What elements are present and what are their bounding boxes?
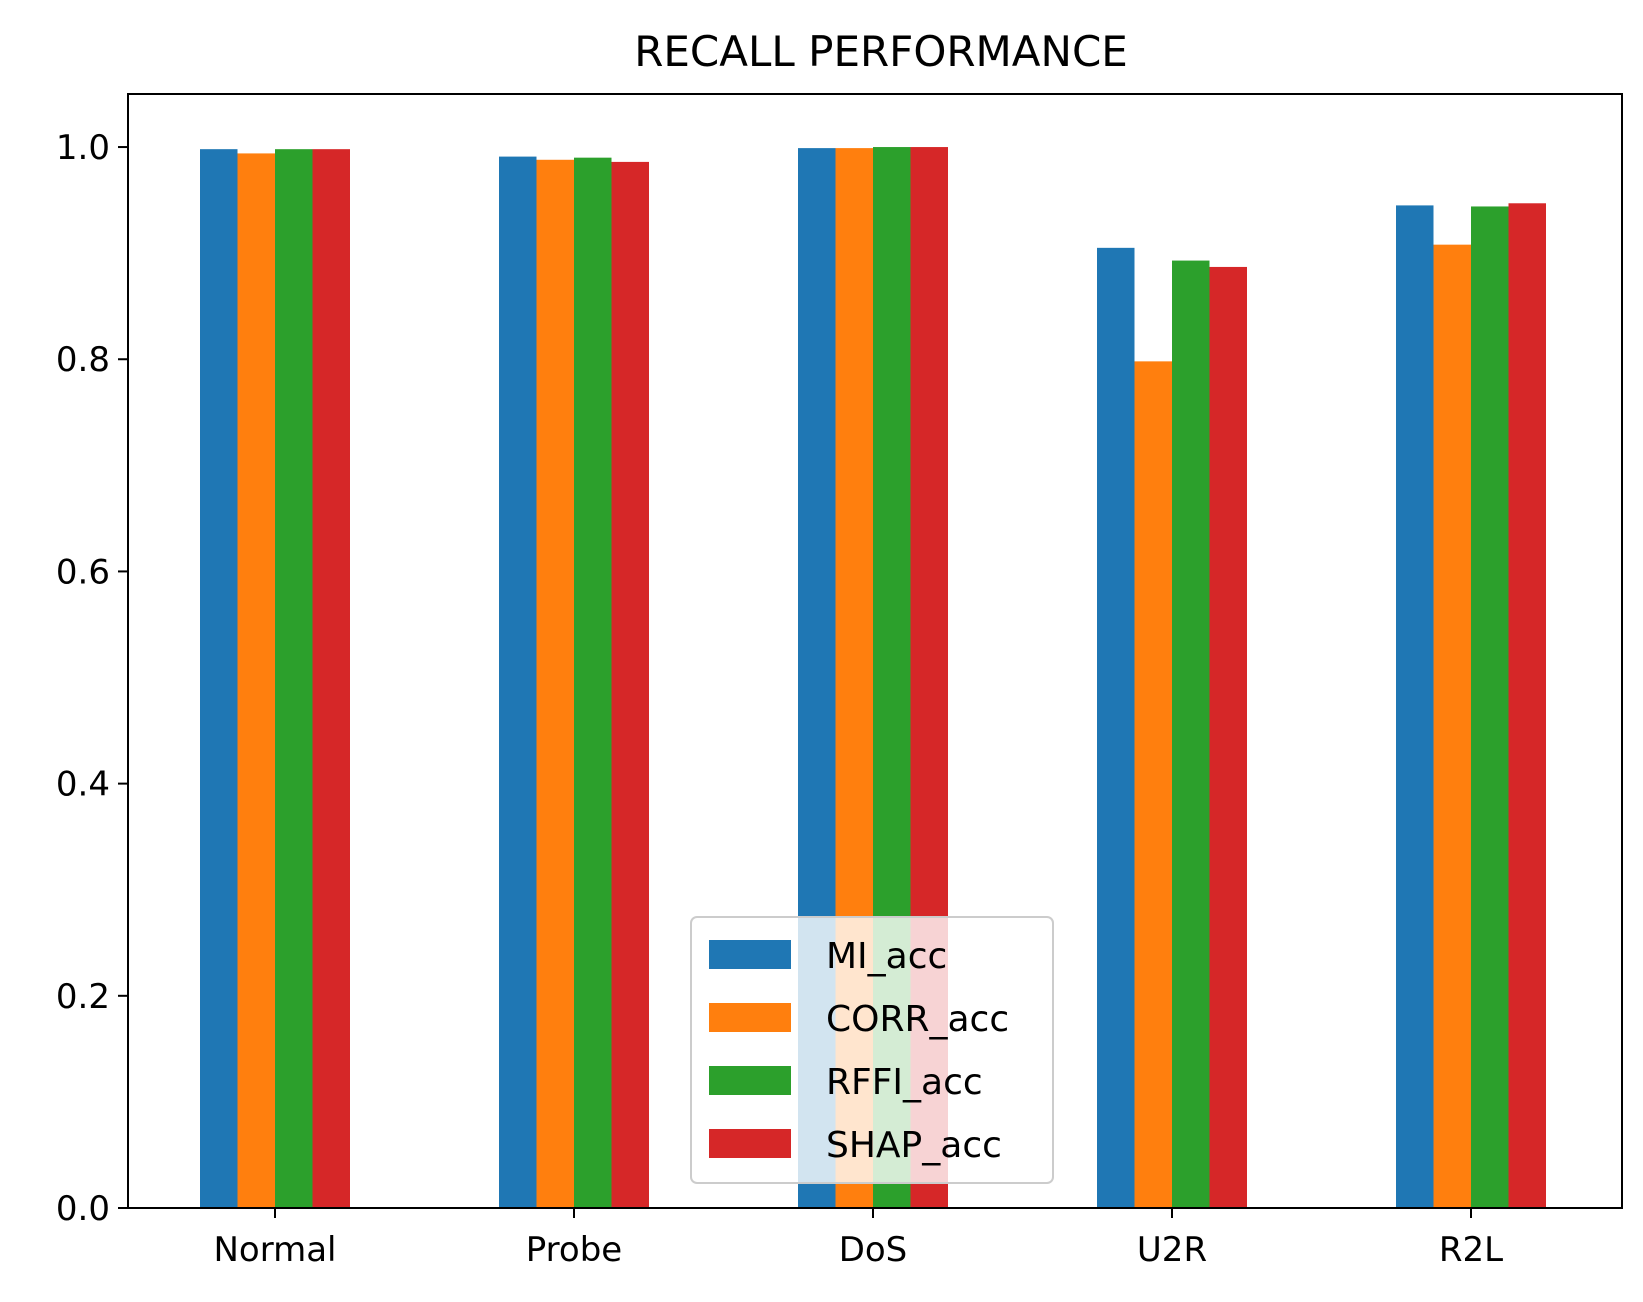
legend-label-MI_acc: MI_acc	[826, 936, 947, 977]
bar-SHAP_acc-R2L	[1508, 203, 1546, 1208]
y-tick-label: 0.8	[56, 340, 110, 380]
legend-label-CORR_acc: CORR_acc	[826, 999, 1009, 1040]
axes-layer: Normal Probe DoS U2R R2L 0.0 0.2 0.4 0.6 0.8 1.0	[56, 128, 1503, 1270]
x-tick-label: DoS	[839, 1230, 908, 1270]
bar-RFFI_acc-Probe	[574, 157, 612, 1208]
y-tick-label: 0.4	[56, 765, 110, 805]
legend-swatch-CORR_acc	[709, 1003, 791, 1032]
legend-swatch-RFFI_acc	[709, 1066, 791, 1095]
y-tick-label: 0.0	[56, 1189, 110, 1229]
y-tick-label: 1.0	[56, 128, 110, 168]
bar-CORR_acc-Normal	[237, 153, 275, 1208]
x-tick-label: R2L	[1439, 1230, 1503, 1270]
bar-MI_acc-Probe	[499, 156, 537, 1209]
legend-box	[690, 916, 1054, 1184]
bar-RFFI_acc-R2L	[1471, 206, 1509, 1208]
legend: MI_acc CORR_acc RFFI_acc SHAP_acc	[690, 916, 1054, 1184]
bar-MI_acc-R2L	[1396, 205, 1434, 1208]
y-tick-label: 0.6	[56, 552, 110, 592]
bar-MI_acc-U2R	[1097, 247, 1135, 1209]
legend-label-RFFI_acc: RFFI_acc	[826, 1062, 983, 1103]
x-tick-label: Probe	[526, 1230, 622, 1270]
x-tick-label: Normal	[213, 1230, 336, 1270]
bar-MI_acc-Normal	[200, 149, 238, 1208]
legend-swatch-MI_acc	[709, 940, 791, 969]
x-tick-label: U2R	[1137, 1230, 1207, 1270]
chart-title: RECALL PERFORMANCE	[634, 27, 1128, 76]
bar-RFFI_acc-Normal	[275, 149, 313, 1208]
legend-swatch-SHAP_acc	[709, 1129, 791, 1158]
y-tick-label: 0.2	[56, 977, 110, 1017]
plot-frame	[127, 93, 1623, 1209]
bar-CORR_acc-Probe	[536, 159, 574, 1208]
bar-RFFI_acc-U2R	[1172, 260, 1210, 1208]
bar-CORR_acc-R2L	[1433, 244, 1471, 1208]
bar-CORR_acc-U2R	[1134, 361, 1172, 1208]
bar-SHAP_acc-Normal	[312, 149, 350, 1208]
bar-SHAP_acc-Probe	[611, 161, 649, 1208]
legend-label-SHAP_acc: SHAP_acc	[826, 1125, 1002, 1166]
bar-SHAP_acc-U2R	[1209, 266, 1247, 1208]
